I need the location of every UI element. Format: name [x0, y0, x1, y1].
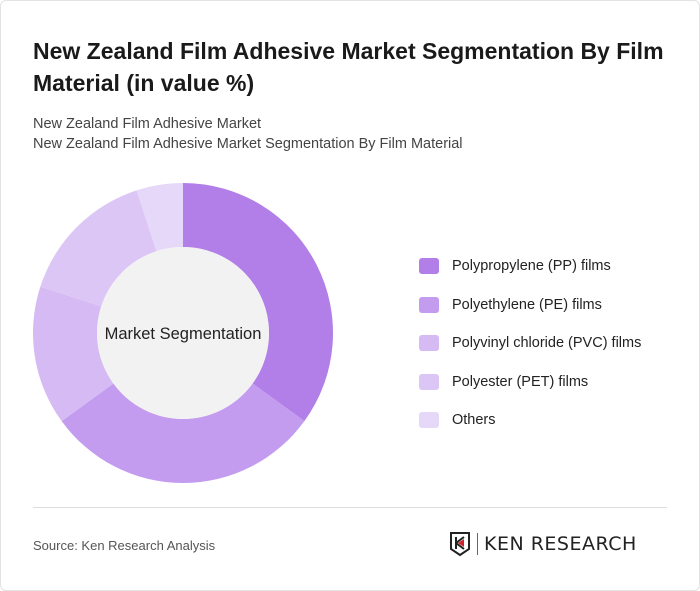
legend-label: Polyethylene (PE) films: [452, 296, 602, 313]
legend-swatch: [419, 296, 439, 313]
legend: Polypropylene (PP) films Polyethylene (PE…: [419, 247, 641, 440]
legend-item[interactable]: Polyester (PET) films: [419, 363, 641, 402]
legend-label: Others: [452, 412, 496, 429]
legend-item[interactable]: Polyethylene (PE) films: [419, 286, 641, 325]
logo-text: KEN RESEARCH: [484, 533, 637, 555]
slice-polyethylene-pe-films[interactable]: [61, 383, 305, 483]
logo-shield-icon: [450, 532, 470, 557]
legend-item[interactable]: Others: [419, 401, 641, 440]
divider: [33, 507, 667, 508]
ken-research-logo: KEN RESEARCH: [449, 531, 637, 557]
slice-polypropylene-pp-films[interactable]: [183, 183, 333, 422]
logo-separator: [477, 533, 478, 555]
subtitle-market: New Zealand Film Adhesive Market: [33, 116, 262, 132]
slice-polyvinyl-chloride-pvc-films[interactable]: [33, 286, 114, 422]
slice-others[interactable]: [136, 183, 183, 252]
subtitle-segmentation: New Zealand Film Adhesive Market Segment…: [33, 136, 463, 152]
center-label: Market Segmentation: [105, 325, 262, 343]
donut-chart: Market Segmentation: [33, 183, 333, 483]
donut-hole: [97, 247, 269, 419]
legend-label: Polyester (PET) films: [452, 373, 589, 390]
legend-label: Polyvinyl chloride (PVC) films: [452, 335, 642, 352]
slice-polyester-pet-films[interactable]: [40, 190, 157, 307]
source-note: Source: Ken Research Analysis: [33, 538, 216, 553]
legend-swatch: [419, 412, 439, 429]
legend-swatch: [419, 258, 439, 275]
legend-swatch: [419, 335, 439, 352]
legend-item[interactable]: Polypropylene (PP) films: [419, 247, 641, 286]
legend-label: Polypropylene (PP) films: [452, 258, 611, 275]
chart-title: New Zealand Film Adhesive Market Segment…: [33, 38, 664, 96]
legend-item[interactable]: Polyvinyl chloride (PVC) films: [419, 324, 641, 363]
legend-swatch: [419, 373, 439, 390]
